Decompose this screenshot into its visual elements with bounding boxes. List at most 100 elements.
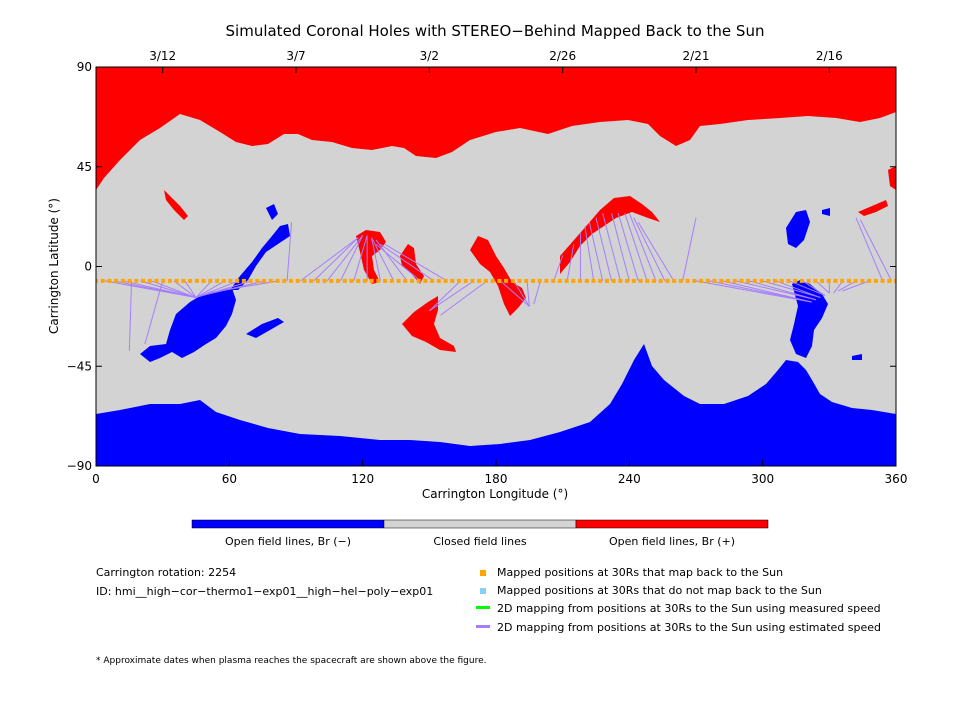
mapped-point-55 <box>463 278 468 283</box>
colorbar-label-negative: Open field lines, Br (−) <box>225 535 351 548</box>
mapped-point-76 <box>604 278 609 283</box>
mapped-point-53 <box>450 278 455 283</box>
mapping-line-5 <box>151 280 197 299</box>
mapping-line-58 <box>815 280 830 294</box>
mapping-line-19 <box>339 235 364 282</box>
mapped-point-86 <box>672 278 677 283</box>
legend-item-measured: 2D mapping from positions at 30Rs to the… <box>497 602 881 615</box>
mapping-line-27 <box>384 243 448 282</box>
mapped-point-28 <box>282 278 287 283</box>
neg-spot-right <box>852 354 862 360</box>
mapped-point-99 <box>759 278 764 283</box>
colorbar-negative <box>191 519 385 529</box>
mapped-point-54 <box>457 278 462 283</box>
mapped-point-93 <box>719 278 724 283</box>
mapped-point-15 <box>194 278 199 283</box>
mapped-point-29 <box>288 278 293 283</box>
carrington-rotation: Carrington rotation: 2254 <box>96 566 237 579</box>
mapped-point-74 <box>591 278 596 283</box>
legend-swatch-estimated <box>476 625 490 628</box>
mapped-point-2 <box>107 278 112 283</box>
mapped-point-106 <box>806 278 811 283</box>
mapped-point-32 <box>309 278 314 283</box>
neg-spot-mid <box>246 318 284 338</box>
mapping-line-10 <box>195 280 226 298</box>
mapping-line-33 <box>526 280 530 307</box>
mapped-point-40 <box>362 278 367 283</box>
mapped-point-44 <box>389 278 394 283</box>
mapped-point-0 <box>96 278 98 283</box>
mapping-line-55 <box>775 280 821 299</box>
mapped-point-88 <box>685 278 690 283</box>
mapped-point-18 <box>215 278 220 283</box>
mapped-point-3 <box>114 278 119 283</box>
mapped-point-34 <box>322 278 327 283</box>
mapping-line-57 <box>802 280 826 296</box>
x-tick-label-1: 60 <box>222 472 237 486</box>
mapped-point-96 <box>739 278 744 283</box>
mapped-point-26 <box>268 278 273 283</box>
legend-swatch-unmapped <box>480 588 486 594</box>
mapping-line-56 <box>789 280 826 296</box>
mapping-line-41 <box>602 213 621 282</box>
mapped-point-6 <box>134 278 139 283</box>
y-tick-label-1: 45 <box>77 160 92 174</box>
mapping-line-60 <box>833 280 844 294</box>
neg-spot-top <box>266 204 278 220</box>
mapped-point-14 <box>188 278 193 283</box>
mapping-line-25 <box>375 243 421 282</box>
mapped-point-37 <box>342 278 347 283</box>
mapping-line-35 <box>553 255 564 282</box>
mapped-point-119 <box>894 278 896 283</box>
mapping-line-3 <box>128 280 133 351</box>
mapped-point-30 <box>295 278 300 283</box>
date-label-3: 2/26 <box>549 49 576 63</box>
mapping-line-61 <box>837 280 857 292</box>
date-label-2: 3/2 <box>420 49 439 63</box>
neg-strip <box>230 224 290 290</box>
mapped-point-13 <box>181 278 186 283</box>
mapping-line-43 <box>617 213 639 282</box>
mapped-point-92 <box>712 278 717 283</box>
mapped-point-109 <box>826 278 831 283</box>
legend-swatch-measured <box>476 606 490 609</box>
mapping-line-53 <box>749 280 817 301</box>
date-label-4: 2/21 <box>683 49 710 63</box>
mapped-point-115 <box>867 278 872 283</box>
mapped-point-66 <box>537 278 542 283</box>
mapped-point-17 <box>208 278 213 283</box>
pos-spot-1 <box>164 190 188 220</box>
mapped-point-27 <box>275 278 280 283</box>
neg-hole-left <box>140 288 236 362</box>
mapping-line-29 <box>429 280 475 312</box>
mapped-point-81 <box>638 278 643 283</box>
y-tick-label-2: 0 <box>84 260 92 274</box>
mapping-line-40 <box>595 217 613 282</box>
mapped-point-113 <box>853 278 858 283</box>
mapping-line-6 <box>144 280 164 345</box>
mapped-point-22 <box>241 278 246 283</box>
mapped-point-45 <box>396 278 401 283</box>
mapping-line-18 <box>326 235 364 282</box>
y-tick-label-0: 90 <box>77 60 92 74</box>
pos-spot-8 <box>888 166 896 190</box>
mapped-point-69 <box>557 278 562 283</box>
axes: 0 60 120 180 240 300 360 90 45 0 −45 −90 3/12 3/7 3/2 2… <box>67 49 908 486</box>
mapped-point-105 <box>799 278 804 283</box>
mapped-point-8 <box>147 278 152 283</box>
mapped-point-12 <box>174 278 179 283</box>
mapped-point-23 <box>248 278 253 283</box>
x-tick-label-6: 360 <box>885 472 908 486</box>
mapped-point-65 <box>530 278 535 283</box>
mapped-point-58 <box>483 278 488 283</box>
mapping-line-38 <box>584 226 595 281</box>
mapped-point-39 <box>356 278 361 283</box>
mapped-point-111 <box>840 278 845 283</box>
mapped-point-24 <box>255 278 260 283</box>
mapped-point-21 <box>235 278 240 283</box>
mapped-point-59 <box>490 278 495 283</box>
model-id: ID: hmi__high−cor−thermo1−exp01__high−he… <box>96 585 434 598</box>
mapped-point-7 <box>141 278 146 283</box>
mapped-point-97 <box>746 278 751 283</box>
mapping-line-32 <box>513 280 530 307</box>
